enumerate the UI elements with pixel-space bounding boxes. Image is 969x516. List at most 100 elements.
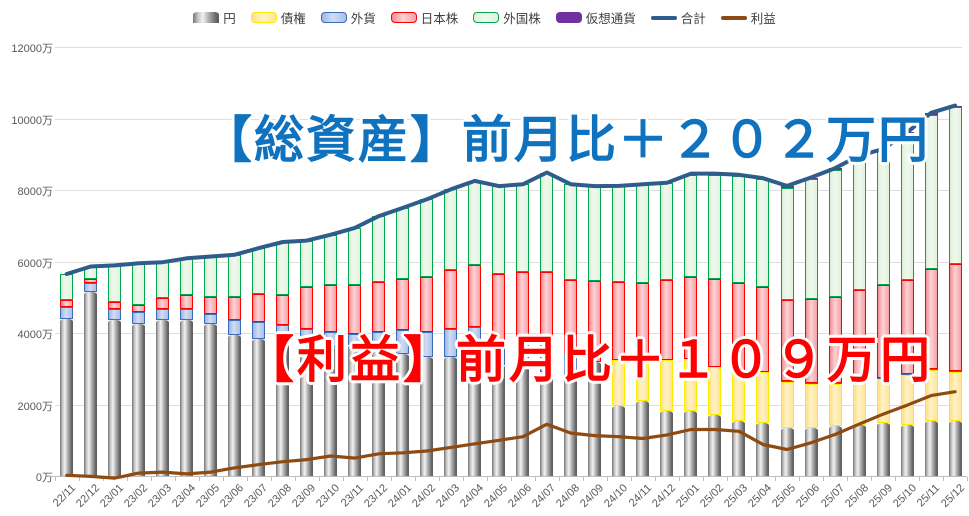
bar-segment-fx-24/02 [420,332,434,358]
legend-label: 外貨 [350,12,376,26]
x-axis-label-24/06: 24/06 [506,482,535,510]
jp-stock-swatch-icon [390,12,417,23]
bar-segment-fx-23/08 [276,324,290,342]
bar-segment-yen-23/03 [156,320,170,476]
bar-segment-yen-25/01 [684,410,698,476]
bar-segment-fx-24/07 [540,350,554,373]
legend-item-bond: 債権 [250,8,306,27]
bar-segment-fx-22/12 [84,283,98,292]
legend-item-jp-stock: 日本株 [390,8,458,27]
x-axis-tick [318,477,320,481]
x-axis-label-23/06: 23/06 [218,482,247,510]
x-axis-tick [967,477,969,481]
bar-segment-jp-stock-22/11 [60,300,74,307]
x-axis-label-23/02: 23/02 [122,482,151,510]
bar-segment-fx-23/04 [180,308,194,321]
x-axis-tick [390,477,392,481]
bar-segment-jp-stock-25/12 [948,263,962,371]
x-axis-tick [198,477,200,481]
bar-segment-fx-24/01 [396,329,410,354]
bar-segment-crypto-25/12 [948,105,962,108]
bar-segment-fx-24/05 [492,347,506,366]
x-axis-line [48,476,967,477]
x-axis-tick [750,477,752,481]
bar-segment-fx-25/12 [948,370,962,373]
y-axis-label-2000: 2000万 [17,400,53,413]
x-axis-tick [606,477,608,481]
bar-segment-fx-25/06 [804,382,818,385]
x-axis-tick [438,477,440,481]
y-axis-label-6000: 6000万 [17,257,53,270]
bar-segment-foreign-stock-23/07 [252,248,266,294]
bar-segment-fx-24/08 [564,353,578,378]
bar-segment-jp-stock-24/04 [468,264,482,327]
x-axis-label-25/11: 25/11 [915,482,943,510]
x-axis-tick [462,477,464,481]
legend-item-crypto: 仮想通貨 [555,8,636,27]
bar-segment-jp-stock-25/09 [876,284,890,378]
bar-segment-jp-stock-25/01 [684,276,698,360]
x-axis-label-24/12: 24/12 [650,482,679,510]
bar-segment-fx-25/07 [828,382,842,385]
legend-label: 債権 [280,12,306,26]
y-axis-label-12000: 12000万 [11,43,53,55]
x-axis-tick [678,477,680,481]
bar-segment-jp-stock-23/07 [252,293,266,322]
bar-segment-foreign-stock-23/05 [204,256,218,297]
x-axis-label-25/12: 25/12 [938,482,967,510]
bar-segment-jp-stock-23/09 [300,286,314,330]
gridline-12000 [55,47,962,48]
x-axis-label-25/08: 25/08 [842,482,871,510]
y-axis-label-0: 0万 [35,472,53,484]
bar-segment-foreign-stock-24/07 [540,172,554,272]
bar-segment-fx-25/05 [780,380,794,383]
bar-segment-fx-23/06 [228,319,242,336]
x-axis-tick [654,477,656,481]
x-axis-label-25/05: 25/05 [770,482,799,510]
yen-swatch-icon [193,12,220,23]
x-axis-tick [102,477,104,481]
bar-segment-yen-25/12 [948,420,962,476]
bar-segment-fx-24/06 [516,349,530,368]
bar-segment-jp-stock-24/12 [660,279,674,361]
x-axis-label-24/04: 24/04 [458,482,487,510]
bar-segment-jp-stock-25/05 [780,299,794,381]
bar-segment-foreign-stock-22/11 [60,274,74,301]
bar-segment-fx-24/03 [444,329,458,358]
x-axis-label-23/12: 23/12 [362,482,391,510]
bar-segment-yen-23/01 [108,319,122,476]
bar-segment-jp-stock-23/12 [372,281,386,332]
bar-segment-jp-stock-25/08 [852,289,866,381]
bar-segment-jp-stock-23/11 [348,284,362,335]
x-axis-label-25/01: 25/01 [674,482,703,510]
x-axis-label-25/07: 25/07 [818,482,847,510]
legend-item-foreign-stock: 外国株 [473,8,541,27]
x-axis-label-23/09: 23/09 [290,482,319,510]
bar-segment-fx-24/04 [468,326,482,358]
bond-swatch-icon [250,12,277,23]
bar-segment-jp-stock-23/01 [108,302,122,309]
x-axis-tick [294,477,296,481]
bar-segment-crypto-25/05 [780,185,794,188]
legend-item-total: 合計 [650,8,706,27]
x-axis-tick [823,477,824,481]
x-axis-tick [726,477,728,481]
bar-segment-fx-23/07 [252,321,266,340]
bar-segment-jp-stock-25/10 [900,279,914,374]
x-axis-label-25/04: 25/04 [746,482,775,510]
bar-segment-fx-23/02 [132,311,146,324]
bar-segment-jp-stock-24/02 [420,276,434,333]
y-axis-label-4000: 4000万 [17,329,53,341]
bar-segment-yen-23/02 [132,323,146,476]
x-axis-label-22/12: 22/12 [74,482,103,510]
bar-segment-yen-23/05 [204,323,218,476]
legend-item-profit: 利益 [720,8,776,27]
x-axis-label-24/02: 24/02 [410,482,439,510]
total-swatch-icon [650,15,677,20]
x-axis-label-23/08: 23/08 [266,482,295,510]
y-axis-label-8000: 8000万 [17,186,53,198]
bar-segment-jp-stock-23/04 [180,295,194,309]
legend-label: 外国株 [503,12,541,26]
